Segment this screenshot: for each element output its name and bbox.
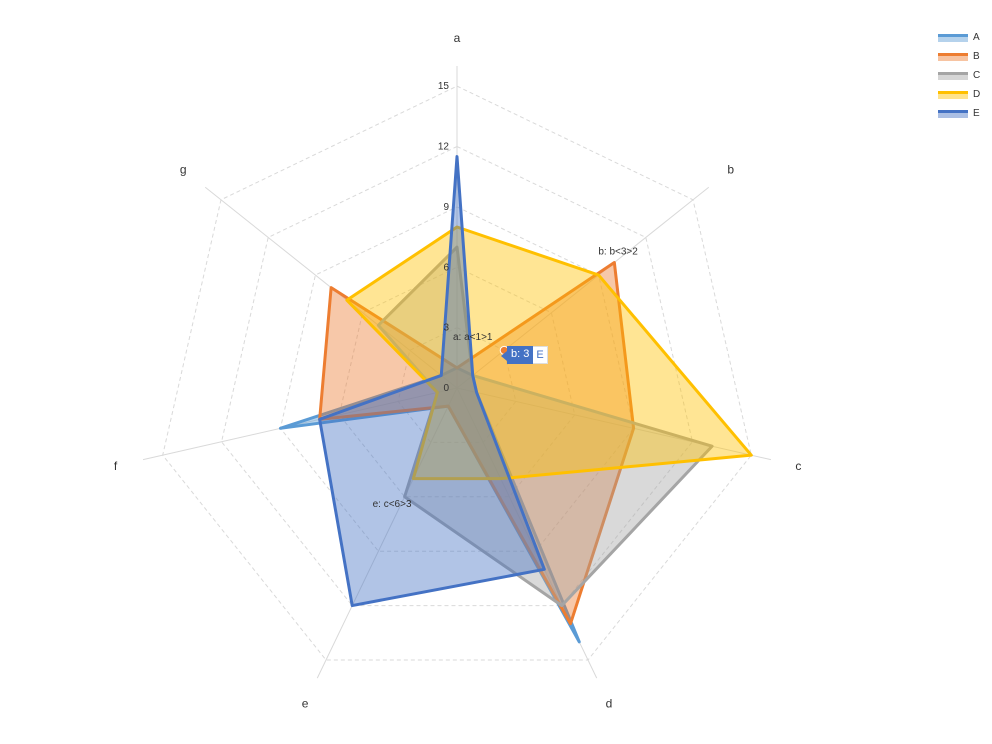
legend-swatch-line bbox=[938, 91, 968, 94]
legend-swatch bbox=[938, 52, 968, 61]
spoke-f bbox=[142, 387, 458, 461]
tick-label-9: 9 bbox=[443, 202, 449, 213]
legend-swatch-fill bbox=[938, 35, 968, 42]
tick-label-15: 15 bbox=[438, 81, 450, 92]
legend-label: A bbox=[973, 32, 980, 43]
legend-swatch-line bbox=[938, 72, 968, 75]
axis-label-b: b bbox=[727, 163, 734, 177]
tooltip: b: 3 E bbox=[501, 346, 548, 364]
grid-ring-3 bbox=[279, 206, 635, 552]
legend-swatch bbox=[938, 33, 968, 42]
series-C-area bbox=[376, 245, 714, 608]
legend-swatch-fill bbox=[938, 73, 968, 80]
tooltip-value: b: 3 bbox=[507, 346, 534, 364]
tick-label-0: 0 bbox=[443, 383, 449, 394]
legend-label: C bbox=[973, 70, 981, 81]
annotation-3: e: c<6>3 bbox=[373, 499, 412, 510]
axis-label-d: d bbox=[606, 696, 613, 710]
grid-ring-2 bbox=[338, 266, 576, 498]
legend-item-C[interactable]: C bbox=[938, 66, 980, 85]
legend-item-E[interactable]: E bbox=[938, 104, 980, 123]
tick-label-12: 12 bbox=[438, 142, 450, 153]
legend-swatch-fill bbox=[938, 54, 968, 61]
legend-swatch bbox=[938, 109, 968, 118]
legend-item-A[interactable]: A bbox=[938, 28, 980, 47]
spoke-c bbox=[456, 387, 772, 461]
annotation-2: b: b<3>2 bbox=[598, 247, 638, 258]
tick-label-3: 3 bbox=[443, 323, 449, 334]
grid-ring-5 bbox=[162, 85, 752, 661]
tick-label-6: 6 bbox=[443, 262, 449, 273]
legend-item-B[interactable]: B bbox=[938, 47, 980, 66]
spoke-e bbox=[316, 387, 458, 679]
tooltip-arrow bbox=[501, 351, 507, 361]
axis-label-e: e bbox=[302, 696, 309, 710]
legend-swatch-fill bbox=[938, 111, 968, 118]
annotation-1: a: a<1>1 bbox=[453, 332, 493, 343]
grid-ring-1 bbox=[397, 327, 517, 443]
series-E-area bbox=[318, 155, 546, 608]
legend-label: D bbox=[973, 89, 981, 100]
legend-label: B bbox=[973, 51, 980, 62]
tooltip-series: E bbox=[533, 346, 548, 364]
legend-swatch bbox=[938, 71, 968, 80]
axis-label-a: a bbox=[454, 31, 461, 45]
legend-label: E bbox=[973, 108, 980, 119]
legend-swatch-line bbox=[938, 53, 968, 56]
axis-label-c: c bbox=[795, 459, 801, 473]
axis-label-f: f bbox=[114, 459, 118, 473]
axis-label-g: g bbox=[180, 163, 187, 177]
legend-item-D[interactable]: D bbox=[938, 85, 980, 104]
legend-swatch-line bbox=[938, 110, 968, 113]
legend-swatch bbox=[938, 90, 968, 99]
legend-swatch-fill bbox=[938, 92, 968, 99]
legend-swatch-line bbox=[938, 34, 968, 37]
spoke-b bbox=[456, 186, 710, 389]
